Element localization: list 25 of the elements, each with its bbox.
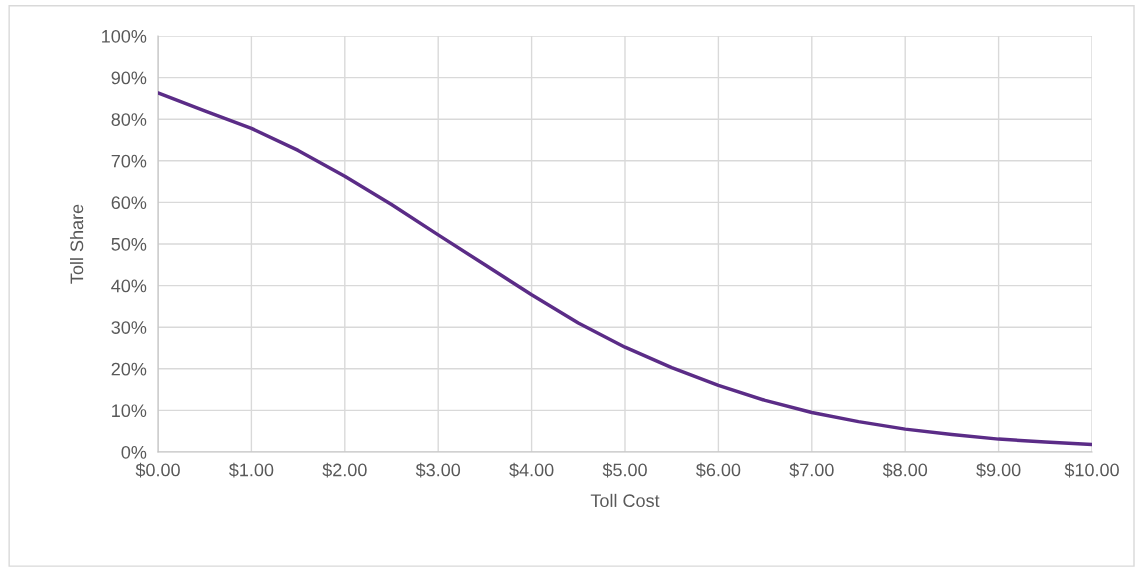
x-tick-label: $7.00 — [789, 462, 834, 478]
y-tick-label: 90% — [111, 71, 147, 85]
x-tick-label: $8.00 — [882, 462, 928, 478]
y-tick-label: 80% — [111, 113, 147, 126]
y-tick-label: 30% — [111, 321, 147, 334]
y-tick-label: 70% — [111, 154, 147, 168]
y-axis-title: Toll Share — [69, 204, 84, 284]
line-series — [158, 91, 1092, 447]
x-tick-label: $0.00 — [135, 462, 180, 478]
y-tick-label: 100% — [102, 29, 147, 43]
y-tick-label: 40% — [111, 279, 147, 293]
x-tick-label: $10.00 — [1064, 462, 1119, 478]
y-tick-label: 0% — [121, 445, 147, 459]
x-tick-label: $9.00 — [976, 462, 1021, 478]
y-tick-label: 60% — [111, 196, 147, 210]
y-tick-label: 20% — [111, 362, 147, 376]
x-tick-label: $6.00 — [696, 462, 741, 478]
y-tick-label: 50% — [111, 237, 147, 251]
x-tick-label: $3.00 — [415, 462, 461, 478]
x-tick-label: $1.00 — [229, 462, 274, 478]
y-tick-label: 10% — [112, 404, 147, 418]
x-tick-label: $4.00 — [509, 462, 554, 478]
x-tick-label: $5.00 — [602, 462, 647, 478]
x-axis-title: Toll Cost — [590, 493, 660, 508]
x-tick-label: $2.00 — [322, 462, 367, 478]
